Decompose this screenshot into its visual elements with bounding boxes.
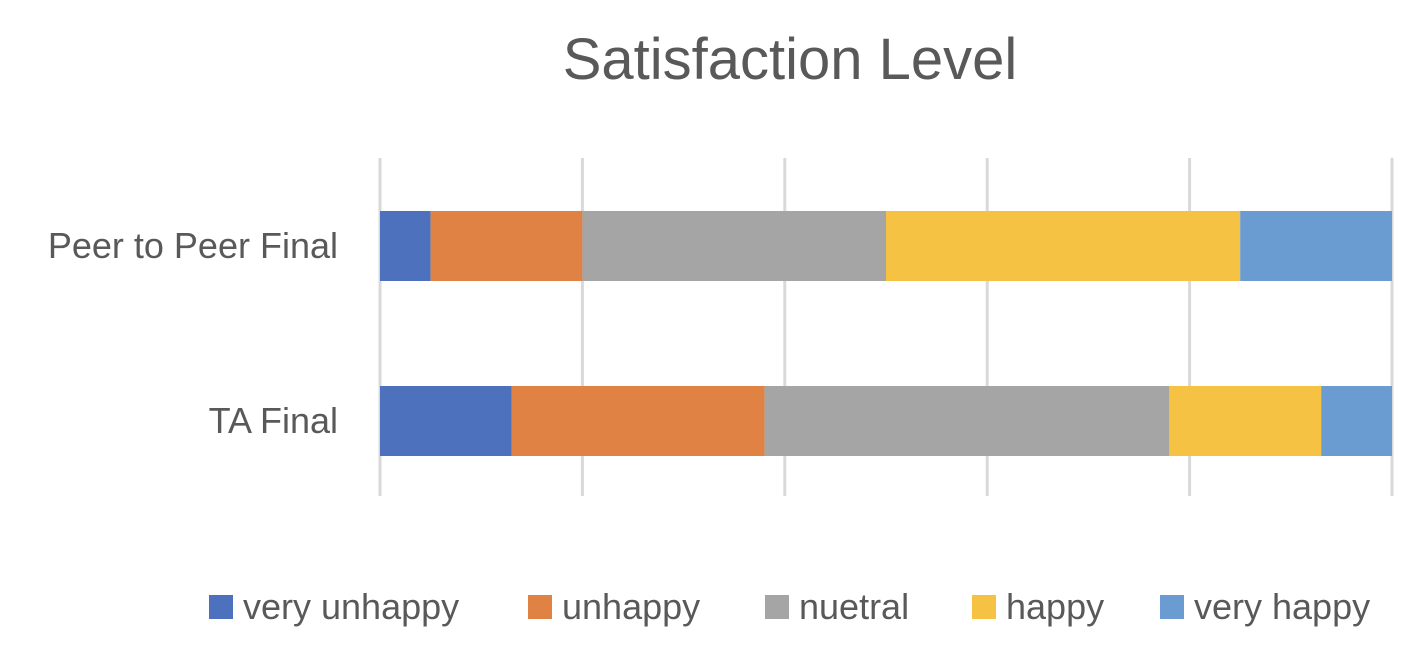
category-label: Peer to Peer Final [48,225,338,266]
legend-swatch [528,595,552,619]
bar-segment [1321,386,1392,456]
legend-label: happy [1006,586,1104,627]
bar-segment [1240,211,1392,281]
bar-segment [1169,386,1322,456]
legend-label: very unhappy [243,586,459,627]
legend-swatch [765,595,789,619]
bar-segment [886,211,1241,281]
bar-segment [380,211,431,281]
bar-segment [582,211,886,281]
bar-segment [511,386,765,456]
legend-label: unhappy [562,586,700,627]
legend-swatch [972,595,996,619]
legend-label: very happy [1194,586,1370,627]
legend-label: nuetral [799,586,909,627]
category-label: TA Final [209,400,338,441]
legend-swatch [209,595,233,619]
legend-swatch [1160,595,1184,619]
chart-title: Satisfaction Level [562,27,1018,92]
bar-segment [764,386,1170,456]
bar-segment [430,211,583,281]
bar-segment [380,386,512,456]
